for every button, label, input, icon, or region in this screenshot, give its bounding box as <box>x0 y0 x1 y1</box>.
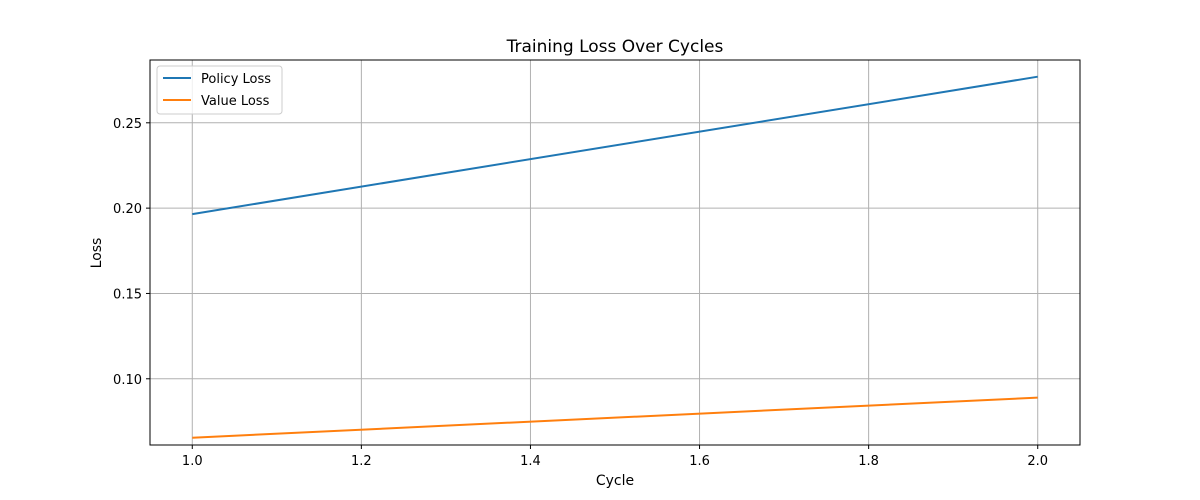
series-lines <box>192 75 1038 439</box>
plot-frame <box>149 59 1081 446</box>
axis-ticks: 1.0 1.2 1.4 1.6 1.8 2.0 0.10 0.15 0.20 0.25 <box>113 117 1048 469</box>
x-tick-label: 1.8 <box>858 454 879 469</box>
y-tick-label: 0.15 <box>113 287 142 302</box>
series-line-value-loss <box>192 396 1038 439</box>
x-axis-title: Cycle <box>596 473 634 489</box>
series-line-policy-loss <box>192 75 1038 216</box>
chart-title: Training Loss Over Cycles <box>506 37 724 57</box>
x-tick-label: 1.6 <box>689 454 710 469</box>
x-tick-label: 1.0 <box>182 454 203 469</box>
y-tick-label: 0.10 <box>113 373 142 388</box>
legend-label-policy-loss: Policy Loss <box>201 72 271 87</box>
legend: Policy Loss Value Loss <box>156 65 283 115</box>
grid-lines <box>150 60 1080 445</box>
y-tick-label: 0.20 <box>113 202 142 217</box>
x-tick-label: 2.0 <box>1027 454 1048 469</box>
x-tick-label: 1.4 <box>520 454 541 469</box>
legend-label-value-loss: Value Loss <box>201 94 270 109</box>
x-tick-label: 1.2 <box>351 454 372 469</box>
y-tick-label: 0.25 <box>113 117 142 132</box>
y-axis-title: Loss <box>89 238 105 269</box>
